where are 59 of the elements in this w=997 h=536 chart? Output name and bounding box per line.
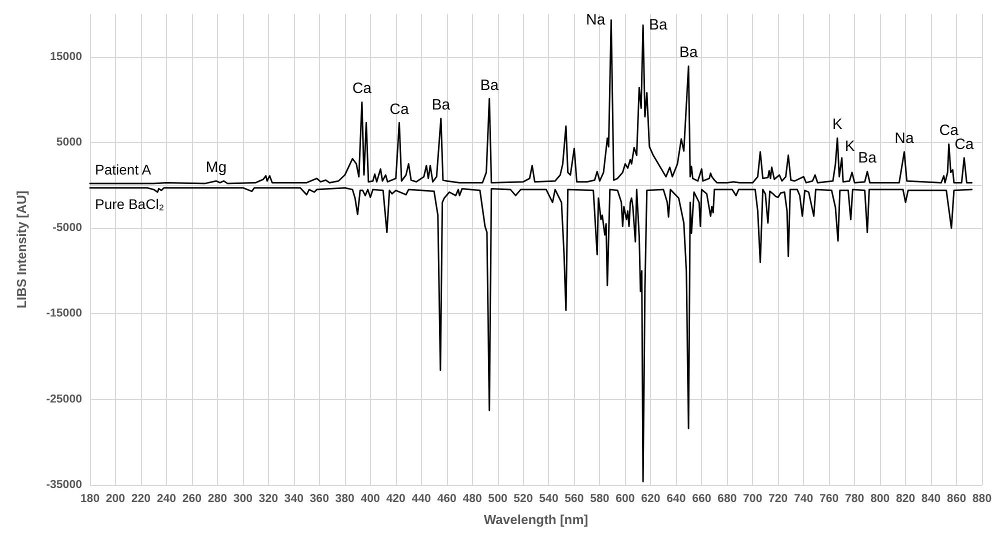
x-tick-label: 700 xyxy=(743,493,762,505)
x-tick-label: 600 xyxy=(616,493,635,505)
x-tick-label: 620 xyxy=(641,493,660,505)
x-tick-label: 640 xyxy=(666,493,686,505)
annotation: K xyxy=(844,138,855,155)
x-tick-label: 580 xyxy=(590,493,610,505)
x-tick-label: 560 xyxy=(564,493,584,505)
y-axis-title: LIBS Intensity [AU] xyxy=(14,190,29,308)
x-tick-label: 680 xyxy=(718,493,737,505)
annotation: Ca xyxy=(352,80,372,98)
series-label: Pure BaCl₂ xyxy=(95,196,164,212)
x-tick-label: 840 xyxy=(921,493,941,505)
x-tick-label: 800 xyxy=(870,493,890,505)
x-tick-label: 440 xyxy=(412,493,431,505)
x-tick-label: 200 xyxy=(106,493,126,505)
x-tick-label: 380 xyxy=(335,493,354,505)
annotation: Ba xyxy=(480,76,500,94)
x-tick-label: 740 xyxy=(794,493,814,505)
annotation: Ba xyxy=(432,96,451,114)
y-tick-label: -5000 xyxy=(52,222,82,234)
x-tick-label: 340 xyxy=(284,493,304,505)
annotation: Mg xyxy=(206,158,227,176)
x-tick-label: 780 xyxy=(844,493,864,505)
annotation: Ba xyxy=(858,150,878,167)
series-label: Patient A xyxy=(95,162,152,178)
y-tick-label: -15000 xyxy=(46,308,82,320)
x-tick-label: 220 xyxy=(131,493,151,505)
x-tick-label: 420 xyxy=(386,493,406,505)
x-tick-label: 400 xyxy=(360,493,380,505)
x-tick-label: 360 xyxy=(310,493,329,505)
x-tick-label: 260 xyxy=(182,493,202,505)
annotation: Ca xyxy=(390,100,410,118)
x-tick-label: 720 xyxy=(768,493,788,505)
x-tick-label: 280 xyxy=(208,493,228,505)
x-tick-label: 860 xyxy=(946,493,966,505)
x-tick-label: 180 xyxy=(80,493,100,505)
annotation: Na xyxy=(894,130,915,147)
x-tick-label: 460 xyxy=(437,493,456,505)
x-tick-label: 880 xyxy=(972,493,992,505)
y-tick-label: -35000 xyxy=(46,479,82,491)
x-tick-label: 520 xyxy=(514,493,533,505)
annotation: Na xyxy=(586,11,606,28)
x-tick-label: 300 xyxy=(233,493,253,505)
annotation: Ba xyxy=(679,44,698,62)
x-tick-label: 500 xyxy=(488,493,508,505)
x-tick-label: 480 xyxy=(462,493,482,505)
annotation: K xyxy=(832,116,842,134)
line-series xyxy=(89,187,973,482)
y-tick-label: 15000 xyxy=(50,50,82,63)
y-tick-label: 5000 xyxy=(56,136,82,148)
x-tick-label: 660 xyxy=(692,493,712,505)
x-tick-label: 760 xyxy=(819,493,839,505)
annotation: Ba xyxy=(649,16,668,34)
x-tick-label: 820 xyxy=(896,493,916,505)
x-tick-label: 540 xyxy=(539,493,558,505)
x-axis-title: Wavelength [nm] xyxy=(484,512,588,527)
x-tick-label: 320 xyxy=(258,493,278,505)
y-tick-label: -25000 xyxy=(46,393,82,406)
x-tick-label: 240 xyxy=(156,493,176,505)
